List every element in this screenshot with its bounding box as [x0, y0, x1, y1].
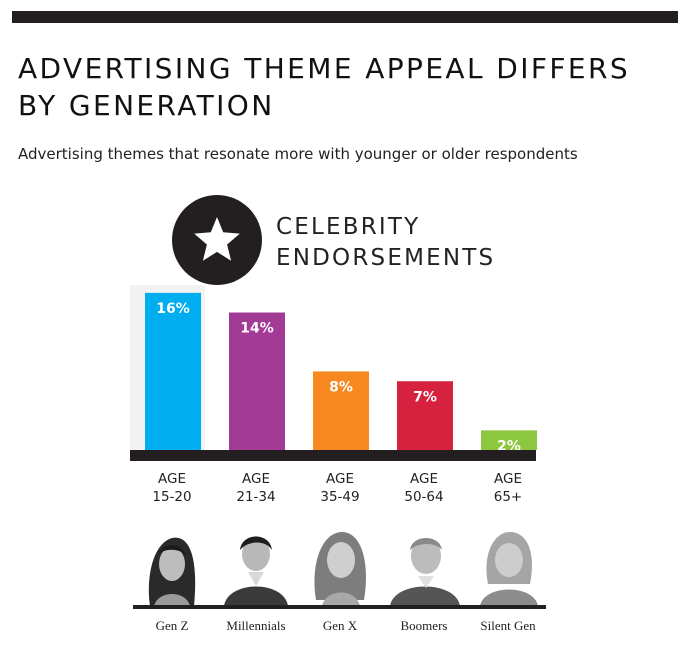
star-badge: [172, 195, 262, 285]
bar-1: [145, 292, 201, 450]
age-label-2: AGE 21-34: [236, 471, 276, 505]
top-rule: [12, 11, 678, 23]
section-title-line2: ENDORSEMENTS: [276, 245, 496, 271]
bar-value-label-3: 8%: [329, 379, 353, 395]
bar-5: [481, 430, 537, 450]
chart-baseline: [130, 450, 536, 461]
bar-value-label-4: 7%: [413, 389, 437, 405]
bar-4: [397, 381, 453, 450]
star-icon: [194, 217, 240, 261]
section-title-line1: CELEBRITY: [276, 214, 421, 240]
bar-3: [313, 371, 369, 450]
page-subtitle: Advertising themes that resonate more wi…: [18, 145, 578, 163]
gen-label-boomers: Boomers: [400, 618, 448, 633]
age-label-5: AGE 65+: [493, 471, 523, 505]
gen-label-millennials: Millennials: [226, 618, 286, 633]
age-label-1: AGE 15-20: [152, 471, 192, 505]
silent-gen-photo: [468, 524, 548, 606]
section-title: CELEBRITY ENDORSEMENTS: [276, 212, 495, 274]
gen-label-gen-z: Gen Z: [155, 618, 189, 633]
boomers-photo: [384, 524, 464, 606]
bar-chart: 16%14%8%7%2%: [130, 285, 537, 461]
bar-value-label-2: 14%: [240, 321, 274, 337]
page-title: ADVERTISING THEME APPEAL DIFFERS BY GENE…: [18, 52, 631, 122]
gen-x-photo: [300, 524, 380, 606]
gen-label-gen-x: Gen X: [322, 618, 358, 633]
age-label-4: AGE 50-64: [404, 471, 444, 505]
age-label-3: AGE 35-49: [320, 471, 360, 505]
bar-value-label-1: 16%: [156, 301, 190, 317]
gen-z-photo: [132, 524, 212, 606]
bar-2: [229, 312, 285, 450]
millennials-photo: [216, 524, 296, 606]
photo-baseline: [133, 605, 546, 609]
gen-label-silent-gen: Silent Gen: [480, 618, 536, 633]
